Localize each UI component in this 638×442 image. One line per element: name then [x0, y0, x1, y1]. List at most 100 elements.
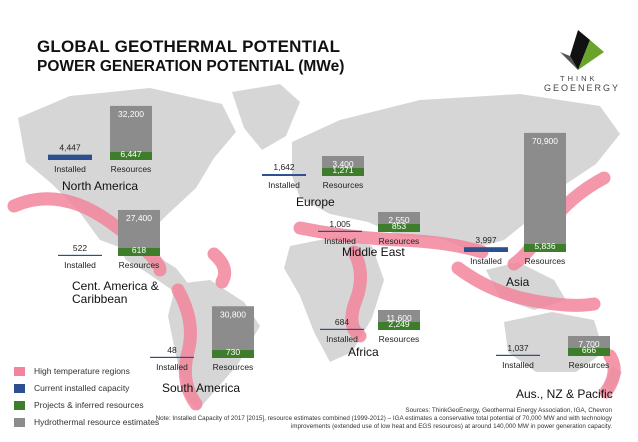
projects-bar: [212, 350, 254, 358]
projects-value-label: 5,836: [534, 241, 556, 251]
legend-swatch: [14, 418, 25, 427]
region-name: Europe: [296, 195, 335, 209]
region-name: Cent. America & Caribbean: [72, 279, 159, 306]
resources-value-label: 3,400: [332, 159, 354, 169]
projects-value-label: 666: [582, 345, 596, 355]
projects-value-label: 853: [392, 221, 406, 231]
legend-swatch: [14, 384, 25, 393]
projects-value-label: 618: [132, 245, 146, 255]
landmass-australia: [504, 312, 604, 372]
source-notes: Sources: ThinkGeoEnergy, Geothermal Ener…: [142, 407, 612, 431]
legend-swatch: [14, 401, 25, 410]
installed-axis-label: Installed: [502, 360, 534, 370]
resources-value-label: 7,700: [578, 339, 600, 349]
resources-value-label: 30,800: [220, 309, 246, 319]
hot-zone-indonesia-arc: [451, 261, 601, 312]
logo-mark-icon: [560, 30, 604, 70]
bar-group-north-america: 4,447 Installed 32,200 6,447 Resources North …: [48, 105, 152, 193]
landmass-greenland: [232, 84, 300, 150]
page-title: GLOBAL GEOTHERMAL POTENTIAL: [37, 37, 341, 56]
region-name: Aus., NZ & Pacific: [516, 387, 613, 401]
installed-value-label: 1,642: [273, 162, 295, 172]
projects-bar: [378, 224, 420, 232]
legend-label: High temperature regions: [34, 366, 130, 376]
installed-axis-label: Installed: [326, 334, 358, 344]
installed-value-label: 1,005: [329, 219, 351, 229]
installed-axis-label: Installed: [268, 180, 300, 190]
legend-swatch: [14, 367, 25, 376]
installed-axis-label: Installed: [54, 164, 86, 174]
resources-value-label: 11,600: [386, 313, 412, 323]
legend-label: Projects & inferred resources: [34, 400, 144, 410]
installed-bar: [320, 328, 364, 330]
hot-zone-cascades-rockies: [7, 192, 167, 277]
installed-axis-label: Installed: [470, 256, 502, 266]
resources-axis-label: Resources: [323, 180, 364, 190]
hot-zone-andes: [171, 283, 203, 411]
resources-bar: [524, 132, 566, 252]
region-name: Africa: [348, 345, 379, 359]
note-text: Note: Installed Capacity of 2017 [2015],…: [155, 414, 612, 430]
logo-text-geoenergy: GEOENERGY: [544, 83, 621, 93]
landmass-north-america: [18, 88, 236, 248]
installed-value-label: 684: [335, 317, 349, 327]
installed-bar: [48, 154, 92, 160]
resources-value-label: 32,200: [118, 109, 144, 119]
installed-bar: [58, 254, 102, 256]
hot-zone-caribbean-arc: [207, 247, 232, 289]
projects-bar: [110, 152, 152, 160]
region-name: North America: [62, 179, 138, 193]
projects-bar: [568, 348, 610, 356]
resources-axis-label: Resources: [379, 236, 420, 246]
installed-bar: [496, 354, 540, 356]
projects-value-label: 2,249: [388, 319, 410, 329]
installed-bar: [318, 230, 362, 232]
resources-bar: [110, 105, 152, 160]
region-name: Asia: [506, 275, 530, 289]
installed-value-label: 1,037: [507, 343, 529, 353]
resources-bar: [212, 306, 254, 358]
hot-zone-east-african-rift: [345, 245, 367, 343]
installed-value-label: 48: [167, 345, 177, 355]
installed-bar: [150, 356, 194, 358]
region-name: South America: [162, 381, 240, 395]
installed-bar: [464, 247, 508, 252]
hot-zone-alpine-himalayan: [293, 221, 489, 259]
projects-bar: [118, 248, 160, 256]
page-subtitle: POWER GENERATION POTENTIAL (MWe): [37, 58, 345, 75]
bar-group-south-america: 48 Installed 30,800 730 Resources South Ameri…: [150, 306, 254, 395]
installed-value-label: 522: [73, 243, 87, 253]
installed-value-label: 3,997: [475, 235, 497, 245]
resources-value-label: 2,550: [388, 215, 410, 225]
bar-groups: 4,447 Installed 32,200 6,447 Resources North …: [48, 105, 613, 401]
installed-axis-label: Installed: [64, 260, 96, 270]
think-geoenergy-logo: THINK GEOENERGY: [530, 26, 630, 96]
bar-group-asia: 3,997 Installed 70,900 5,836 Resources Asia: [464, 132, 566, 289]
logo-text-think: THINK: [560, 74, 598, 83]
installed-axis-label: Installed: [324, 236, 356, 246]
legend-label: Hydrothermal resource estimates: [34, 417, 160, 427]
resources-value-label: 27,400: [126, 213, 152, 223]
resources-value-label: 70,900: [532, 136, 558, 146]
installed-axis-label: Installed: [156, 362, 188, 372]
projects-bar: [322, 168, 364, 176]
installed-bar: [262, 174, 306, 176]
resources-axis-label: Resources: [111, 164, 152, 174]
resources-axis-label: Resources: [213, 362, 254, 372]
resources-axis-label: Resources: [119, 260, 160, 270]
projects-bar: [378, 322, 420, 330]
installed-value-label: 4,447: [59, 143, 81, 153]
hot-zone-new-zealand: [599, 349, 621, 399]
region-name: Middle East: [342, 245, 405, 259]
sources-text: Sources: ThinkGeoEnergy, Geothermal Ener…: [405, 407, 612, 414]
projects-bar: [524, 244, 566, 252]
resources-axis-label: Resources: [569, 360, 610, 370]
bar-group-cent-america-caribbean: 522 Installed 27,400 618 Resources Cent. Amer…: [58, 209, 160, 306]
resources-axis-label: Resources: [525, 256, 566, 266]
